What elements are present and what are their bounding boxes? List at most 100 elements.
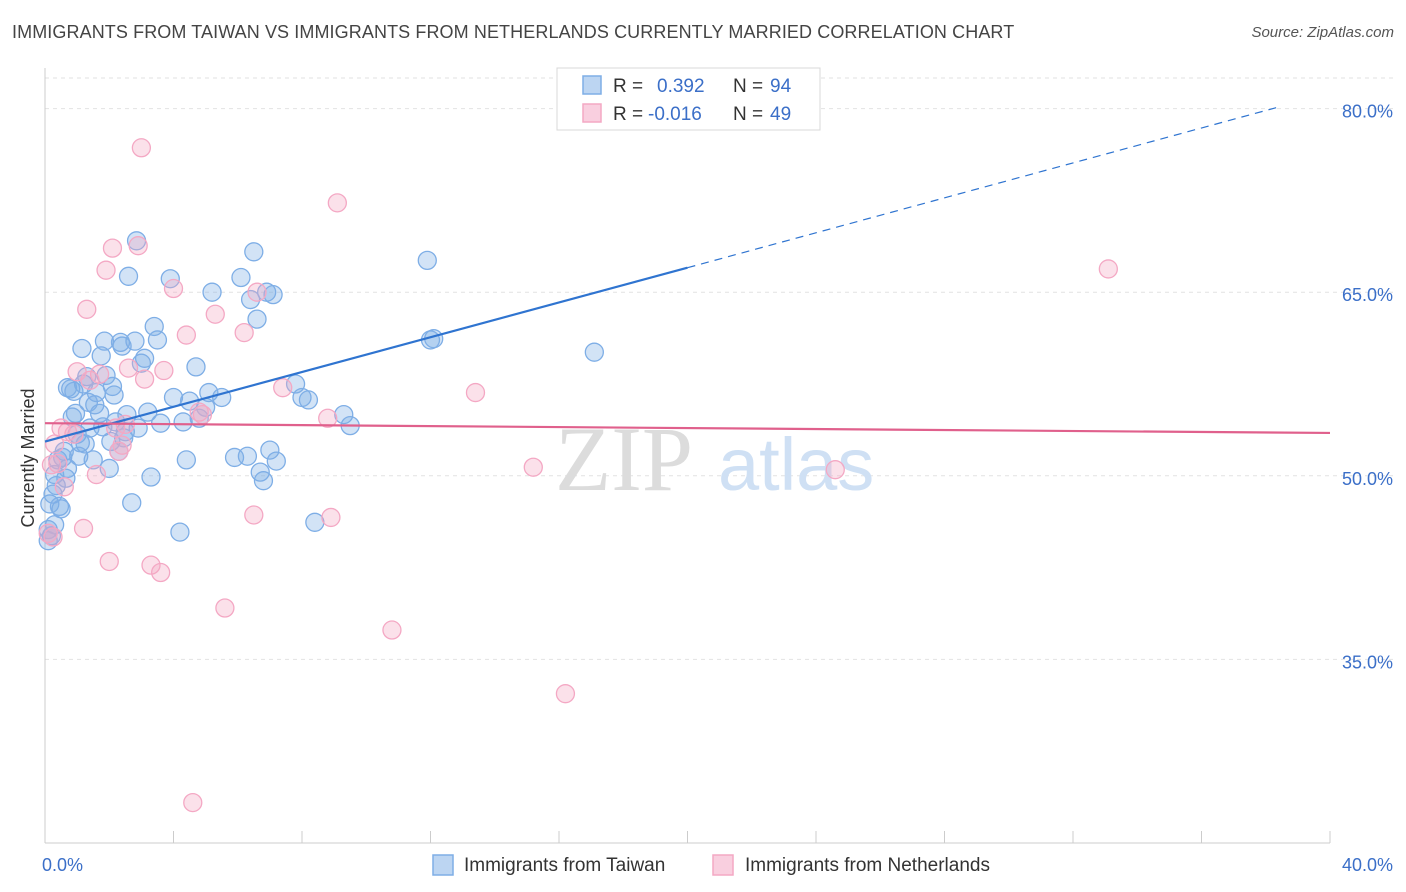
y-axis-title: Currently Married xyxy=(18,388,38,527)
point-taiwan xyxy=(147,330,168,350)
top-legend: R = 0.392 N = 94 R = -0.016 N = 49 xyxy=(556,67,821,131)
point-taiwan xyxy=(334,404,354,425)
point-taiwan xyxy=(104,385,124,405)
legend-r-value-netherlands: -0.016 xyxy=(648,104,702,125)
y-tick-label: 65.0% xyxy=(1342,285,1393,305)
point-taiwan xyxy=(94,331,115,351)
point-netherlands xyxy=(128,236,148,256)
point-netherlands xyxy=(48,453,68,474)
legend-r-label: R = xyxy=(613,104,643,125)
point-taiwan xyxy=(417,250,437,271)
point-taiwan xyxy=(260,440,280,460)
point-taiwan xyxy=(65,403,86,424)
watermark-atlas: atlas xyxy=(718,423,874,506)
legend-r-value-taiwan: 0.392 xyxy=(657,76,705,97)
point-taiwan xyxy=(118,266,139,286)
legend-swatch-netherlands xyxy=(582,103,602,123)
point-netherlands xyxy=(183,792,203,813)
legend-n-value-taiwan: 94 xyxy=(770,76,792,97)
point-netherlands xyxy=(247,282,267,302)
source-label: Source: ZipAtlas.com xyxy=(1251,24,1394,41)
point-netherlands xyxy=(118,358,139,378)
point-netherlands xyxy=(54,477,74,497)
point-taiwan xyxy=(141,467,161,487)
bottom-legend-label-taiwan: Immigrants from Taiwan xyxy=(464,855,665,876)
point-netherlands xyxy=(321,507,341,528)
point-taiwan xyxy=(170,522,190,542)
point-taiwan xyxy=(57,458,78,479)
y-tick-label: 35.0% xyxy=(1342,652,1393,672)
point-taiwan xyxy=(298,390,319,410)
trend-line-taiwan xyxy=(44,266,688,443)
point-netherlands xyxy=(327,193,347,213)
bottom-legend-label-netherlands: Immigrants from Netherlands xyxy=(745,855,990,876)
grid-lines xyxy=(45,77,1393,660)
point-netherlands xyxy=(382,620,402,640)
series-taiwan-points xyxy=(38,231,604,551)
legend-n-label: N = xyxy=(733,76,763,97)
point-netherlands xyxy=(77,299,97,319)
series-netherlands-points xyxy=(38,138,1118,813)
point-netherlands xyxy=(176,325,197,345)
point-netherlands xyxy=(192,404,213,425)
point-netherlands xyxy=(131,138,152,158)
legend-swatch-taiwan xyxy=(582,75,602,95)
point-taiwan xyxy=(85,395,105,415)
point-netherlands xyxy=(318,408,338,428)
point-netherlands xyxy=(43,527,63,547)
point-netherlands xyxy=(825,460,845,480)
point-taiwan xyxy=(49,496,70,517)
point-netherlands xyxy=(273,378,293,398)
watermark: ZIP atlas xyxy=(555,408,874,510)
point-taiwan xyxy=(584,342,604,362)
point-netherlands xyxy=(205,304,225,324)
point-netherlands xyxy=(109,441,129,461)
point-netherlands xyxy=(73,518,94,539)
point-netherlands xyxy=(523,457,543,477)
point-taiwan xyxy=(240,289,261,310)
bottom-legend-swatch-taiwan xyxy=(432,854,454,876)
point-netherlands xyxy=(41,455,62,475)
x-tick-label: 0.0% xyxy=(42,855,83,875)
point-netherlands xyxy=(163,278,184,299)
point-netherlands xyxy=(215,598,235,618)
point-netherlands xyxy=(555,684,576,704)
chart-title: IMMIGRANTS FROM TAIWAN VS IMMIGRANTS FRO… xyxy=(12,22,1015,42)
trend-line-netherlands xyxy=(44,422,1331,435)
point-taiwan xyxy=(253,471,274,491)
watermark-zip: ZIP xyxy=(555,408,693,510)
point-netherlands xyxy=(465,382,486,403)
point-taiwan xyxy=(266,451,286,471)
point-netherlands xyxy=(189,402,209,422)
point-netherlands xyxy=(244,505,264,525)
point-taiwan xyxy=(46,475,66,496)
point-netherlands xyxy=(1098,259,1118,279)
legend-n-label: N = xyxy=(733,104,763,125)
point-taiwan xyxy=(72,338,92,359)
point-taiwan xyxy=(83,450,103,470)
point-taiwan xyxy=(244,242,264,262)
point-taiwan xyxy=(134,348,155,368)
point-taiwan xyxy=(263,284,283,305)
point-taiwan xyxy=(173,412,193,432)
point-netherlands xyxy=(80,370,100,390)
axes xyxy=(44,68,1331,844)
point-netherlands xyxy=(150,562,171,583)
point-netherlands xyxy=(102,238,123,258)
point-taiwan xyxy=(125,331,145,351)
point-netherlands xyxy=(89,364,110,384)
bottom-legend: Immigrants from Taiwan Immigrants from N… xyxy=(432,854,990,876)
legend-n-value-netherlands: 49 xyxy=(770,104,791,125)
point-netherlands xyxy=(141,555,161,575)
trend-line-taiwan-extension xyxy=(687,105,1282,269)
point-netherlands xyxy=(86,464,107,485)
y-tick-label: 80.0% xyxy=(1342,102,1393,122)
point-taiwan xyxy=(176,450,197,470)
point-taiwan xyxy=(231,267,251,288)
trend-lines xyxy=(44,105,1331,443)
point-netherlands xyxy=(234,322,254,343)
point-taiwan xyxy=(189,408,209,428)
point-taiwan xyxy=(247,309,267,329)
point-taiwan xyxy=(186,357,206,377)
